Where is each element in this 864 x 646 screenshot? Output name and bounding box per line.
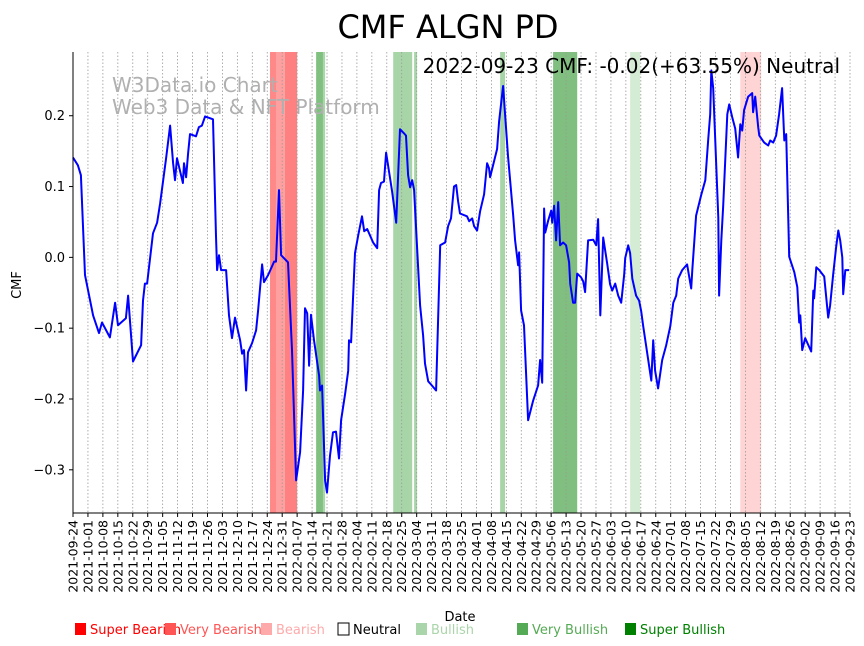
watermark-line-2: Web3 Data & NFT Platform <box>112 95 380 119</box>
y-tick-label: 0.2 <box>44 109 65 124</box>
y-tick-label: −0.3 <box>33 463 65 478</box>
x-tick-label: 2021-11-12 <box>170 520 185 593</box>
x-tick-label: 2022-04-29 <box>529 520 544 593</box>
x-tick-label: 2022-05-27 <box>588 520 603 593</box>
x-tick-label: 2022-08-05 <box>738 520 753 593</box>
legend-swatch-very-bullish <box>517 623 528 635</box>
x-tick-label: 2021-11-05 <box>155 520 170 593</box>
band-bullish <box>322 52 326 513</box>
x-tick-label: 2022-08-12 <box>753 520 768 593</box>
chart-title: CMF ALGN PD <box>337 8 558 46</box>
x-tick-label: 2022-02-11 <box>364 520 379 593</box>
legend-swatch-bearish <box>261 623 272 635</box>
watermark-line-1: W3Data.io Chart <box>112 73 278 97</box>
x-tick-label: 2022-02-18 <box>379 520 394 593</box>
legend-swatch-super-bullish <box>625 623 636 635</box>
x-tick-label: 2022-06-24 <box>648 520 663 593</box>
x-tick-label: 2021-10-22 <box>125 520 140 593</box>
legend-label-super-bullish: Super Bullish <box>640 623 725 638</box>
x-tick-label: 2022-09-02 <box>798 520 813 593</box>
x-tick-label: 2022-03-25 <box>454 520 469 593</box>
x-tick-label: 2021-11-19 <box>185 520 200 593</box>
legend-label-very-bearish: Very Bearish <box>180 623 262 638</box>
legend-swatch-bullish <box>416 623 427 635</box>
x-tick-label: 2022-09-09 <box>813 520 828 593</box>
x-tick-label: 2022-03-18 <box>439 520 454 593</box>
y-tick-label: −0.2 <box>33 392 65 407</box>
band-bullish <box>393 52 413 513</box>
x-tick-label: 2022-06-03 <box>603 520 618 593</box>
x-tick-label: 2022-08-19 <box>768 520 783 593</box>
x-tick-label: 2022-02-04 <box>349 520 364 593</box>
x-tick-label: 2021-12-03 <box>215 520 230 593</box>
x-tick-label: 2021-12-17 <box>245 520 260 593</box>
x-tick-label: 2022-03-04 <box>409 520 424 593</box>
legend-label-very-bullish: Very Bullish <box>532 623 608 638</box>
legend-swatch-super-bearish <box>75 623 86 635</box>
x-tick-label: 2022-07-15 <box>693 520 708 593</box>
x-tick-label: 2022-04-15 <box>499 520 514 593</box>
x-tick-label: 2021-12-24 <box>260 520 275 593</box>
x-axis-label: Date <box>444 610 475 625</box>
legend-label-super-bearish: Super Bearish <box>90 623 181 638</box>
band-very-bullish <box>316 52 323 513</box>
legend-label-bearish: Bearish <box>276 623 325 638</box>
x-tick-label: 2022-05-06 <box>544 520 559 593</box>
x-tick-label: 2022-04-22 <box>514 520 529 593</box>
x-tick-label: 2022-07-22 <box>708 520 723 593</box>
band-bullish <box>500 52 506 513</box>
x-tick-label: 2022-06-10 <box>618 520 633 593</box>
y-axis-label: CMF <box>10 271 25 299</box>
x-tick-label: 2021-10-08 <box>95 520 110 593</box>
band-bearish <box>740 52 762 513</box>
cmf-line <box>72 69 850 494</box>
x-gridlines <box>87 52 851 513</box>
x-tick-label: 2022-04-01 <box>469 520 484 593</box>
x-tick-label: 2022-01-21 <box>320 520 335 593</box>
x-tick-label: 2022-05-20 <box>574 520 589 593</box>
band-very-bearish <box>270 52 277 513</box>
x-tick-label: 2021-10-29 <box>140 520 155 593</box>
legend-swatch-very-bearish <box>165 623 176 635</box>
band-bullish <box>414 52 418 513</box>
signal-bands <box>270 52 762 513</box>
x-tick-label: 2021-12-31 <box>275 520 290 593</box>
x-tick-label: 2022-01-14 <box>305 520 320 593</box>
y-tick-label: 0.0 <box>44 251 65 266</box>
x-tick-label: 2022-04-08 <box>484 520 499 593</box>
x-tick-label: 2021-10-01 <box>80 520 95 593</box>
x-tick-label: 2022-02-25 <box>394 520 409 593</box>
x-tick-label: 2022-03-11 <box>424 520 439 593</box>
x-tick-label: 2022-07-08 <box>678 520 693 593</box>
x-tick-label: 2022-09-23 <box>843 520 858 593</box>
x-tick-label: 2021-12-10 <box>230 520 245 593</box>
x-tick-label: 2022-05-13 <box>559 520 574 593</box>
latest-value-annotation: 2022-09-23 CMF: -0.02(+63.55%) Neutral <box>423 54 840 78</box>
y-ticks: 0.2 0.1 0.0 −0.1 −0.2 −0.3 <box>33 109 73 478</box>
y-tick-label: 0.1 <box>44 180 65 195</box>
legend-label-neutral: Neutral <box>353 623 401 638</box>
x-tick-label: 2022-01-28 <box>334 520 349 593</box>
x-tick-label: 2022-01-07 <box>290 520 305 593</box>
x-ticks: 2021-09-24 2021-10-01 2021-10-08 2021-10-15… <box>66 513 858 593</box>
band-bullish <box>630 52 641 513</box>
legend-label-bullish: Bullish <box>431 623 474 638</box>
band-bearish <box>276 52 285 513</box>
x-tick-label: 2021-09-24 <box>66 520 81 593</box>
x-tick-label: 2022-06-17 <box>633 520 648 593</box>
x-tick-label: 2022-07-01 <box>663 520 678 593</box>
x-tick-label: 2022-09-16 <box>828 520 843 593</box>
y-tick-label: −0.1 <box>33 322 65 337</box>
x-tick-label: 2022-07-29 <box>723 520 738 593</box>
x-tick-label: 2021-10-15 <box>110 520 125 593</box>
band-very-bullish <box>553 52 578 513</box>
legend-swatch-neutral <box>337 622 350 636</box>
x-tick-label: 2021-11-26 <box>200 520 215 593</box>
x-tick-label: 2022-08-26 <box>783 520 798 593</box>
